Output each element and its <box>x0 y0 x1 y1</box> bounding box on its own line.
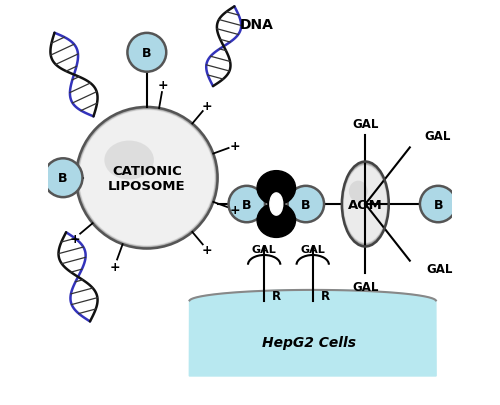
Ellipse shape <box>342 163 388 246</box>
Ellipse shape <box>343 164 388 245</box>
Text: +: + <box>70 232 80 245</box>
Text: CATIONIC
LIPOSOME: CATIONIC LIPOSOME <box>108 164 186 192</box>
Ellipse shape <box>79 111 215 246</box>
Ellipse shape <box>342 163 388 245</box>
Ellipse shape <box>344 165 387 244</box>
Ellipse shape <box>78 110 216 247</box>
Ellipse shape <box>342 162 388 247</box>
Ellipse shape <box>79 111 214 246</box>
Ellipse shape <box>80 111 214 245</box>
Text: R: R <box>321 289 330 302</box>
Ellipse shape <box>78 110 216 247</box>
Circle shape <box>44 159 82 198</box>
Text: GAL: GAL <box>426 262 452 275</box>
Ellipse shape <box>343 164 388 245</box>
Ellipse shape <box>79 111 214 246</box>
Ellipse shape <box>76 108 217 248</box>
Text: +: + <box>230 140 240 153</box>
Ellipse shape <box>78 109 216 247</box>
Ellipse shape <box>77 109 216 248</box>
Ellipse shape <box>344 166 387 243</box>
Polygon shape <box>190 290 436 376</box>
Text: B: B <box>58 172 68 185</box>
Ellipse shape <box>77 109 216 248</box>
Ellipse shape <box>78 110 216 247</box>
Text: +: + <box>202 100 212 113</box>
Ellipse shape <box>77 109 217 248</box>
Ellipse shape <box>76 109 217 248</box>
Text: +: + <box>158 79 168 92</box>
Ellipse shape <box>76 108 218 249</box>
Ellipse shape <box>78 109 216 247</box>
Ellipse shape <box>77 109 216 248</box>
Text: GAL: GAL <box>424 130 450 143</box>
Ellipse shape <box>342 163 388 246</box>
Ellipse shape <box>76 108 218 249</box>
Text: R: R <box>272 289 281 302</box>
Ellipse shape <box>78 109 216 247</box>
Ellipse shape <box>78 110 215 246</box>
Circle shape <box>128 34 166 72</box>
Ellipse shape <box>344 165 388 244</box>
Text: B: B <box>142 47 152 60</box>
Ellipse shape <box>257 171 296 205</box>
Text: B: B <box>434 198 443 211</box>
Ellipse shape <box>76 108 218 249</box>
Ellipse shape <box>78 110 215 247</box>
Ellipse shape <box>342 162 388 247</box>
Ellipse shape <box>78 109 216 247</box>
Ellipse shape <box>76 108 217 248</box>
Ellipse shape <box>79 111 214 246</box>
Ellipse shape <box>342 162 389 247</box>
Circle shape <box>420 186 457 223</box>
Ellipse shape <box>78 109 216 247</box>
Text: AOM: AOM <box>348 198 382 211</box>
Text: DNA: DNA <box>240 18 274 32</box>
Text: B: B <box>242 198 252 211</box>
Ellipse shape <box>257 203 296 238</box>
Ellipse shape <box>76 108 218 249</box>
Ellipse shape <box>78 110 215 246</box>
Text: GAL: GAL <box>252 244 276 254</box>
Circle shape <box>288 186 324 223</box>
Text: GAL: GAL <box>300 244 325 254</box>
Ellipse shape <box>344 166 387 243</box>
Ellipse shape <box>344 165 387 244</box>
Ellipse shape <box>344 165 388 244</box>
Text: +: + <box>202 244 212 257</box>
Text: +: + <box>110 260 120 273</box>
Ellipse shape <box>78 110 216 247</box>
Text: +: + <box>230 204 240 217</box>
Ellipse shape <box>342 164 388 245</box>
Ellipse shape <box>80 111 214 245</box>
Ellipse shape <box>343 164 388 245</box>
Ellipse shape <box>344 166 387 243</box>
Text: GAL: GAL <box>352 117 378 130</box>
Ellipse shape <box>270 194 283 215</box>
Ellipse shape <box>78 109 216 247</box>
Ellipse shape <box>344 166 387 243</box>
Ellipse shape <box>349 181 368 202</box>
Text: GAL: GAL <box>352 281 378 294</box>
Text: HepG2 Cells: HepG2 Cells <box>262 335 356 349</box>
Text: S: S <box>272 198 281 211</box>
Ellipse shape <box>342 163 388 246</box>
Ellipse shape <box>104 141 154 180</box>
Circle shape <box>228 186 265 223</box>
Ellipse shape <box>343 164 388 245</box>
Text: B: B <box>301 198 310 211</box>
